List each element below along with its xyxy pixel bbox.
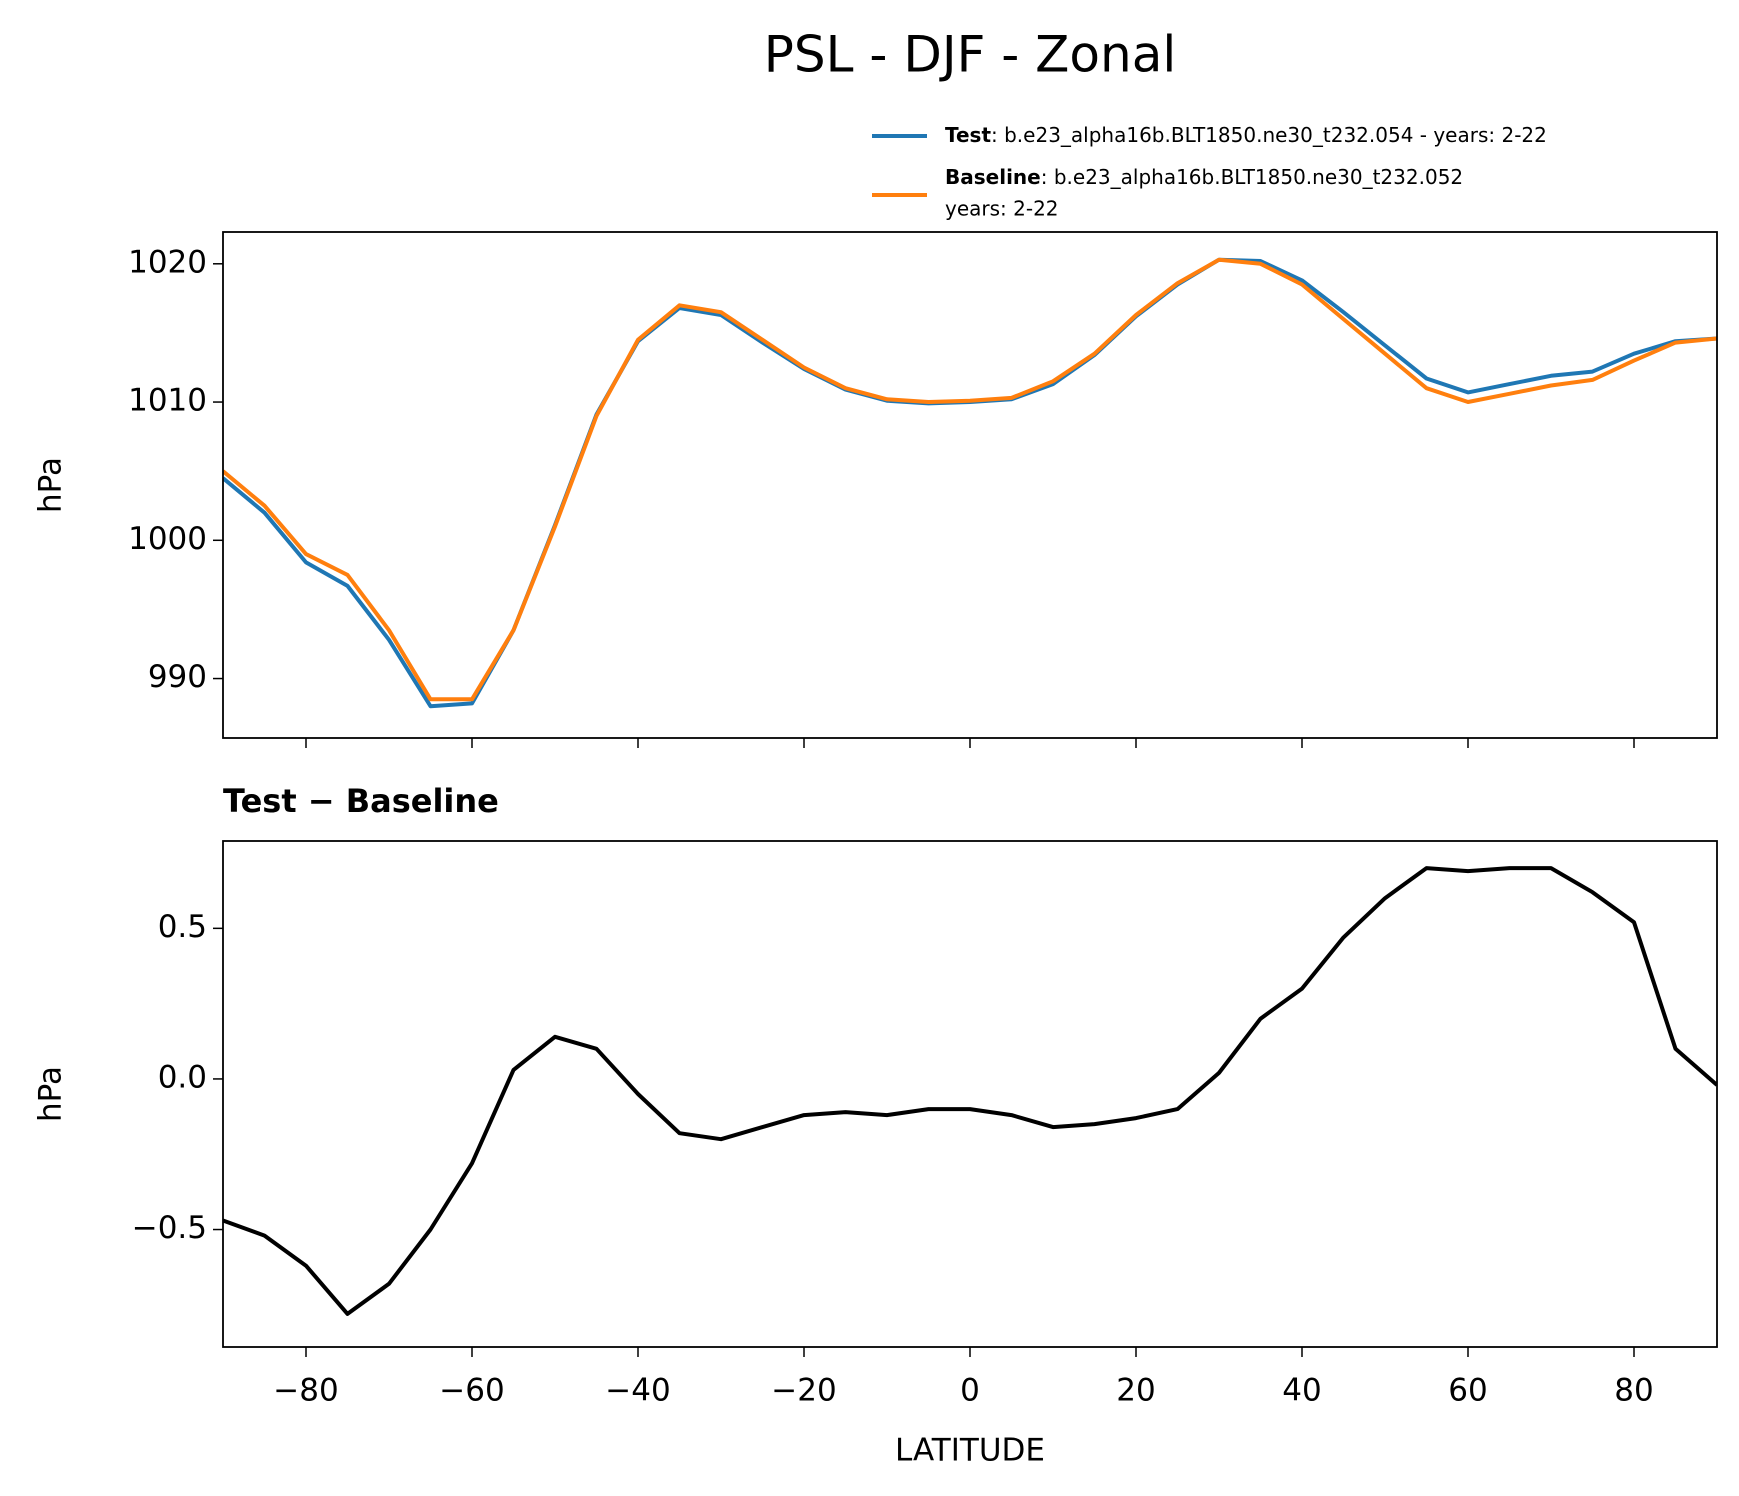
subplot-title: Test − Baseline: [223, 782, 499, 820]
x-tick-label: −80: [273, 1373, 338, 1409]
series-line: [223, 866, 1717, 1316]
figure-title: PSL - DJF - Zonal: [764, 26, 1176, 84]
x-axis-label: LATITUDE: [895, 1433, 1045, 1469]
legend-label: Test: b.e23_alpha16b.BLT1850.ne30_t232.0…: [945, 123, 1547, 147]
x-tick-label: −60: [439, 1373, 504, 1409]
x-tick-label: −20: [771, 1373, 836, 1409]
x-tick-label: 20: [1116, 1373, 1155, 1409]
legend-name: Baseline: [945, 165, 1041, 189]
legend-name: Test: [945, 123, 991, 147]
x-tick-label: 80: [1614, 1373, 1653, 1409]
y-tick-label: 1020: [128, 244, 207, 280]
x-tick-label: −40: [605, 1373, 670, 1409]
axes-frame: [222, 231, 1718, 739]
y-tick-label: 0.5: [158, 909, 207, 945]
y-tick-label: 1000: [128, 521, 207, 557]
axes-frame: [222, 840, 1718, 1348]
legend-description: years: 2-22: [945, 197, 1059, 221]
x-tick-label: 60: [1448, 1373, 1487, 1409]
x-tick-label: 0: [960, 1373, 980, 1409]
y-tick-label: −0.5: [132, 1210, 207, 1246]
legend-label: Baseline: b.e23_alpha16b.BLT1850.ne30_t2…: [945, 165, 1463, 189]
legend-description: : b.e23_alpha16b.BLT1850.ne30_t232.052: [1041, 165, 1463, 189]
series-line: [223, 257, 1717, 702]
y-tick-label: 0.0: [158, 1059, 207, 1095]
legend-description: : b.e23_alpha16b.BLT1850.ne30_t232.054 -…: [991, 123, 1547, 147]
y-axis-label: hPa: [33, 457, 69, 513]
y-axis-label: hPa: [33, 1066, 69, 1122]
x-tick-label: 40: [1282, 1373, 1321, 1409]
y-tick-label: 1010: [128, 383, 207, 419]
y-tick-label: 990: [148, 659, 207, 695]
